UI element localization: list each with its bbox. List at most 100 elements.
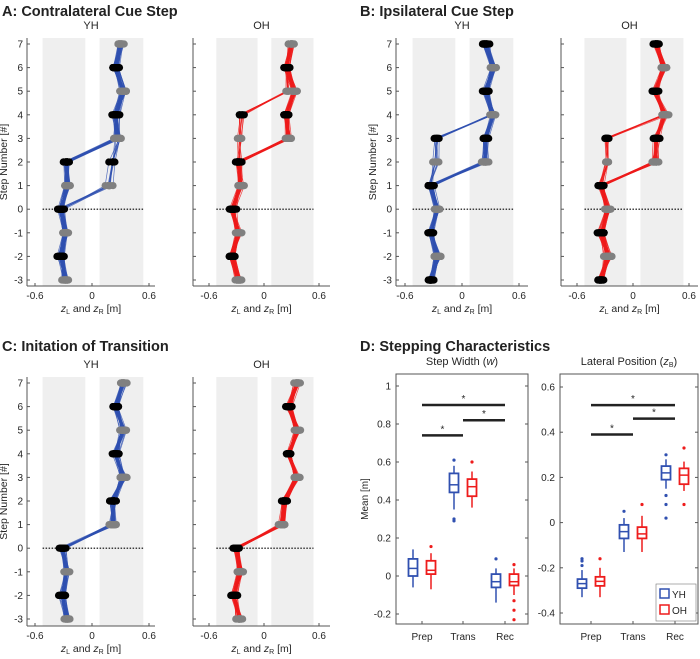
- xlabel-text: [m]: [642, 303, 660, 315]
- title-var: z: [662, 356, 669, 368]
- right-foot-zone-band: [271, 38, 314, 286]
- x-tick-label: Trans: [620, 632, 645, 643]
- foot-placement-marker: [424, 276, 432, 284]
- iqr-box: [508, 573, 520, 587]
- foot-placement-marker: [239, 111, 247, 119]
- iqr-box: [407, 558, 419, 577]
- outlier-point: [512, 608, 516, 612]
- title-text: ): [494, 356, 498, 368]
- legend: YH OH: [655, 583, 697, 622]
- subplot-title: YH: [83, 359, 98, 371]
- foot-placement-marker: [604, 134, 612, 142]
- significance-marker: *: [482, 409, 486, 420]
- foot-placement-marker: [121, 87, 130, 95]
- outlier-point: [512, 599, 516, 603]
- y-tick-label: 6: [17, 402, 23, 413]
- outlier-point: [664, 453, 668, 457]
- significance-marker: *: [610, 423, 614, 434]
- xlabel-text: [m]: [104, 643, 122, 655]
- foot-placement-marker: [234, 182, 242, 190]
- foot-placement-marker: [235, 568, 244, 576]
- foot-placement-marker: [234, 229, 242, 237]
- xlabel-sub: L: [66, 649, 70, 656]
- foot-placement-marker: [106, 182, 114, 190]
- y-tick-label: -3: [14, 276, 23, 287]
- subplot-title: Step Width (w): [426, 356, 498, 368]
- significance-marker: *: [652, 408, 656, 419]
- foot-placement-marker: [600, 276, 608, 284]
- foot-placement-marker: [428, 229, 436, 237]
- y-tick-label: 6: [386, 63, 392, 74]
- xlabel-sub: R: [99, 309, 104, 316]
- foot-placement-marker: [114, 134, 123, 142]
- foot-placement-marker: [112, 450, 120, 458]
- xlabel-var: z: [92, 643, 99, 655]
- foot-placement-marker: [116, 40, 124, 48]
- outlier-point: [512, 563, 516, 567]
- y-tick-label: 0: [17, 205, 23, 216]
- panel-b-title: B: Ipsilateral Cue Step: [360, 4, 514, 20]
- outlier-point: [470, 460, 474, 464]
- foot-placement-marker: [61, 276, 69, 284]
- foot-placement-marker: [227, 252, 235, 260]
- y-tick-label: -0.2: [374, 610, 392, 621]
- foot-placement-marker: [479, 40, 487, 48]
- x-tick-label: 0.6: [142, 631, 156, 642]
- axes-box: [559, 373, 699, 625]
- subplot-title: Lateral Position (zB): [581, 356, 677, 369]
- outlier-point: [494, 557, 498, 561]
- xlabel-text: [m]: [274, 643, 292, 655]
- y-tick-label: -0.2: [538, 563, 556, 574]
- x-tick-label: Rec: [496, 632, 514, 643]
- y-tick-label: 3: [17, 473, 23, 484]
- title-text: Lateral Position (: [581, 356, 664, 368]
- box-yh-prep: [576, 557, 588, 598]
- foot-placement-marker: [600, 229, 608, 237]
- foot-placement-marker: [56, 252, 65, 260]
- legend-label-yh: YH: [672, 590, 686, 601]
- foot-placement-marker: [650, 158, 658, 166]
- foot-placement-marker: [111, 403, 120, 411]
- y-tick-label: -1: [383, 228, 392, 239]
- iqr-box: [678, 467, 690, 486]
- foot-placement-marker: [601, 205, 609, 213]
- foot-placement-marker: [231, 544, 240, 552]
- outlier-point: [622, 509, 626, 513]
- axes-box: [395, 373, 529, 625]
- xlabel-sub: L: [66, 309, 70, 316]
- foot-placement-marker: [110, 497, 118, 505]
- y-tick-label: 5: [386, 87, 392, 98]
- xlabel-var: z: [230, 303, 237, 315]
- x-tick-label: 0.6: [312, 291, 326, 302]
- x-tick-label: 0: [89, 631, 95, 642]
- y-tick-label: 0.2: [541, 473, 555, 484]
- y-tick-label: 0.4: [541, 428, 555, 439]
- foot-placement-marker: [117, 379, 126, 387]
- xlabel-text: and: [608, 303, 631, 315]
- outlier-point: [664, 493, 668, 498]
- xlabel-var: z: [598, 303, 605, 315]
- significance-marker: *: [631, 394, 635, 405]
- outlier-point: [452, 519, 456, 523]
- foot-placement-marker: [289, 87, 298, 95]
- y-tick-label: -3: [383, 276, 392, 287]
- xlabel-text: and: [240, 303, 263, 315]
- y-tick-label: 0.6: [377, 458, 391, 469]
- xlabel-sub: L: [437, 309, 441, 316]
- title-text: Step Width (: [426, 356, 487, 368]
- x-tick-label: Prep: [411, 632, 433, 643]
- outlier-point: [598, 557, 602, 561]
- y-tick-label: 0: [385, 572, 391, 583]
- subplot-title: YH: [454, 20, 469, 32]
- x-tick-label: 0.6: [312, 631, 326, 642]
- subplot-title: OH: [253, 20, 270, 32]
- foot-placement-marker: [285, 403, 294, 411]
- iqr-box: [490, 573, 502, 589]
- foot-placement-marker: [485, 134, 493, 142]
- x-tick-label: 0: [630, 291, 636, 302]
- foot-placement-marker: [230, 591, 239, 600]
- y-tick-label: 0.8: [377, 420, 391, 431]
- y-tick-label: 5: [17, 87, 23, 98]
- foot-placement-marker: [122, 426, 130, 434]
